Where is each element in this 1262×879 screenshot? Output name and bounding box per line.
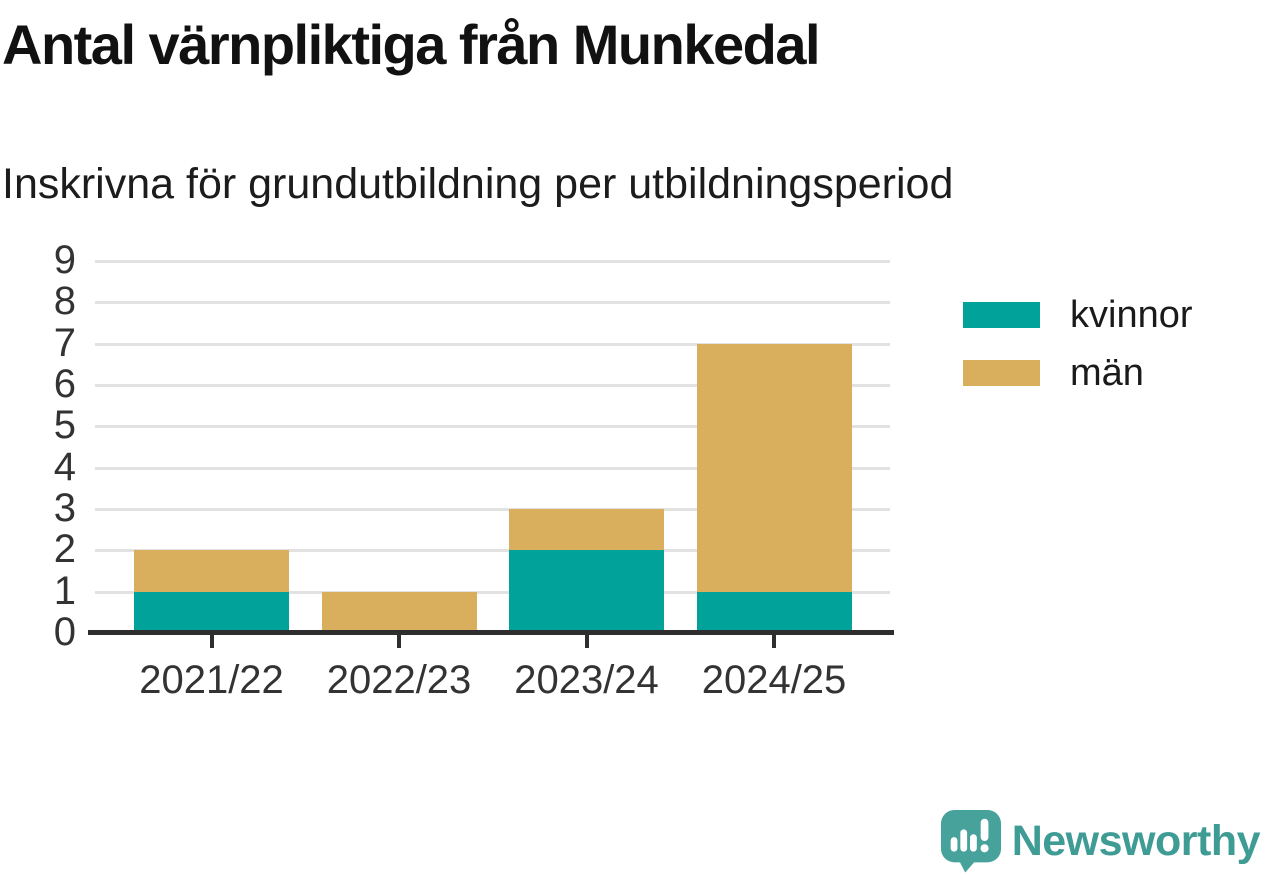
x-tick-label-2024/25: 2024/25 (701, 658, 847, 702)
x-tick-label-2021/22: 2021/22 (139, 658, 284, 702)
gridline-6 (95, 384, 890, 387)
bar-segment-2021/22-män (134, 550, 289, 592)
y-tick-label-6: 6 (53, 362, 76, 407)
y-tick-label-7: 7 (53, 320, 76, 365)
newsworthy-wordmark: Newsworthy (1011, 816, 1261, 865)
chart-title: Antal värnpliktiga från Munkedal (2, 13, 821, 76)
gridline-9 (95, 260, 890, 263)
gridline-3 (95, 508, 890, 511)
gridline-4 (95, 466, 890, 470)
bar-segment-2023/24-män (509, 509, 664, 551)
y-tick-label-3: 3 (53, 486, 76, 531)
legend-item-män: män (963, 354, 1193, 392)
gridline-5 (95, 425, 890, 429)
y-tick-label-1: 1 (53, 568, 76, 613)
newsworthy-logo-icon (940, 810, 1001, 873)
x-axis-line (88, 630, 894, 635)
newsworthy-branding: Newsworthy (940, 809, 1261, 873)
legend-label-kvinnor: kvinnor (1070, 294, 1193, 336)
x-tick-2024/25 (772, 635, 776, 648)
plot-area (95, 260, 890, 633)
gridline-8 (95, 301, 890, 305)
legend-swatch-kvinnor (963, 302, 1040, 328)
bar-segment-2024/25-kvinnor (696, 591, 852, 633)
gridline-2 (95, 549, 890, 553)
y-tick-label-4: 4 (53, 444, 76, 489)
y-tick-label-5: 5 (53, 403, 76, 448)
x-tick-2022/23 (397, 635, 401, 648)
y-tick-label-9: 9 (53, 238, 76, 283)
chart-subtitle: Inskrivna för grundutbildning per utbild… (2, 160, 954, 208)
bar-segment-2021/22-kvinnor (134, 591, 289, 633)
legend-swatch-män (963, 360, 1040, 386)
bar-segment-2023/24-kvinnor (509, 550, 664, 633)
y-tick-label-2: 2 (53, 527, 76, 572)
legend-item-kvinnor: kvinnor (963, 296, 1193, 334)
gridline-1 (95, 590, 890, 594)
y-tick-label-0: 0 (53, 610, 76, 655)
bar-segment-2022/23-män (321, 591, 477, 633)
y-tick-label-8: 8 (53, 279, 76, 324)
x-tick-label-2022/23: 2022/23 (326, 658, 472, 702)
gridline-7 (95, 342, 890, 346)
bar-segment-2024/25-män (696, 343, 852, 592)
legend-label-män: män (1070, 352, 1144, 394)
legend: kvinnor män (963, 296, 1193, 418)
x-tick-label-2023/24: 2023/24 (514, 658, 659, 702)
x-tick-2021/22 (209, 635, 214, 648)
x-tick-2023/24 (584, 635, 589, 648)
